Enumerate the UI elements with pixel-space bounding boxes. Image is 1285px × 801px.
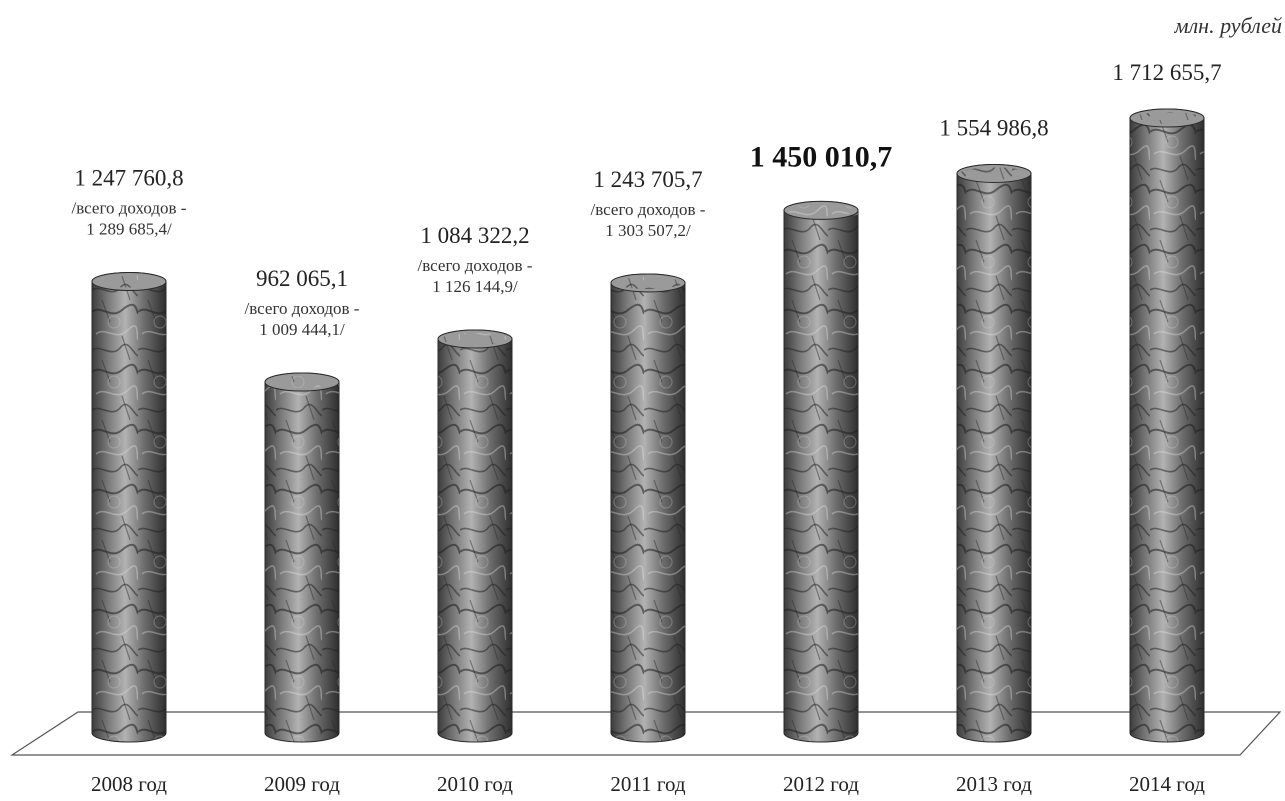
bar-2013 xyxy=(956,163,1032,743)
note-label-2008-1: /всего доходов - xyxy=(72,199,187,218)
value-label-2012: 1 450 010,7 xyxy=(750,140,893,173)
value-label-2008: 1 247 760,8 xyxy=(74,166,183,191)
category-label-2012: 2012 год xyxy=(783,772,859,796)
category-label-2010: 2010 год xyxy=(437,772,513,796)
note-label-2010-1: /всего доходов - xyxy=(418,256,533,275)
note-label-2011-2: 1 303 507,2/ xyxy=(605,221,691,240)
bar-2014 xyxy=(1129,108,1205,743)
value-label-2010: 1 084 322,2 xyxy=(420,223,529,248)
value-label-2009: 962 065,1 xyxy=(256,266,348,291)
bar-2010 xyxy=(437,329,513,743)
value-label-2013: 1 554 986,8 xyxy=(939,115,1048,140)
category-label-2008: 2008 год xyxy=(91,772,167,796)
unit-label: млн. рублей xyxy=(1174,13,1282,38)
note-label-2010-2: 1 126 144,9/ xyxy=(432,277,518,296)
bar-2009 xyxy=(264,372,340,743)
note-label-2011-1: /всего доходов - xyxy=(591,200,706,219)
category-label-2011: 2011 год xyxy=(610,772,685,796)
labels-group: 1 247 760,8/всего доходов - 1 289 685,4/2… xyxy=(72,60,1222,796)
category-label-2009: 2009 год xyxy=(264,772,340,796)
bar-2008 xyxy=(91,272,167,743)
category-label-2013: 2013 год xyxy=(956,772,1032,796)
note-label-2008-2: 1 289 685,4/ xyxy=(86,220,172,239)
value-label-2014: 1 712 655,7 xyxy=(1112,60,1221,85)
category-label-2014: 2014 год xyxy=(1129,772,1205,796)
bars-group xyxy=(91,108,1205,743)
floor-plane xyxy=(9,711,1282,756)
note-label-2009-2: 1 009 444,1/ xyxy=(259,320,345,339)
value-label-2011: 1 243 705,7 xyxy=(593,167,702,192)
bar-2012 xyxy=(783,200,859,743)
note-label-2009-1: /всего доходов - xyxy=(245,299,360,318)
bar-2011 xyxy=(610,273,686,743)
